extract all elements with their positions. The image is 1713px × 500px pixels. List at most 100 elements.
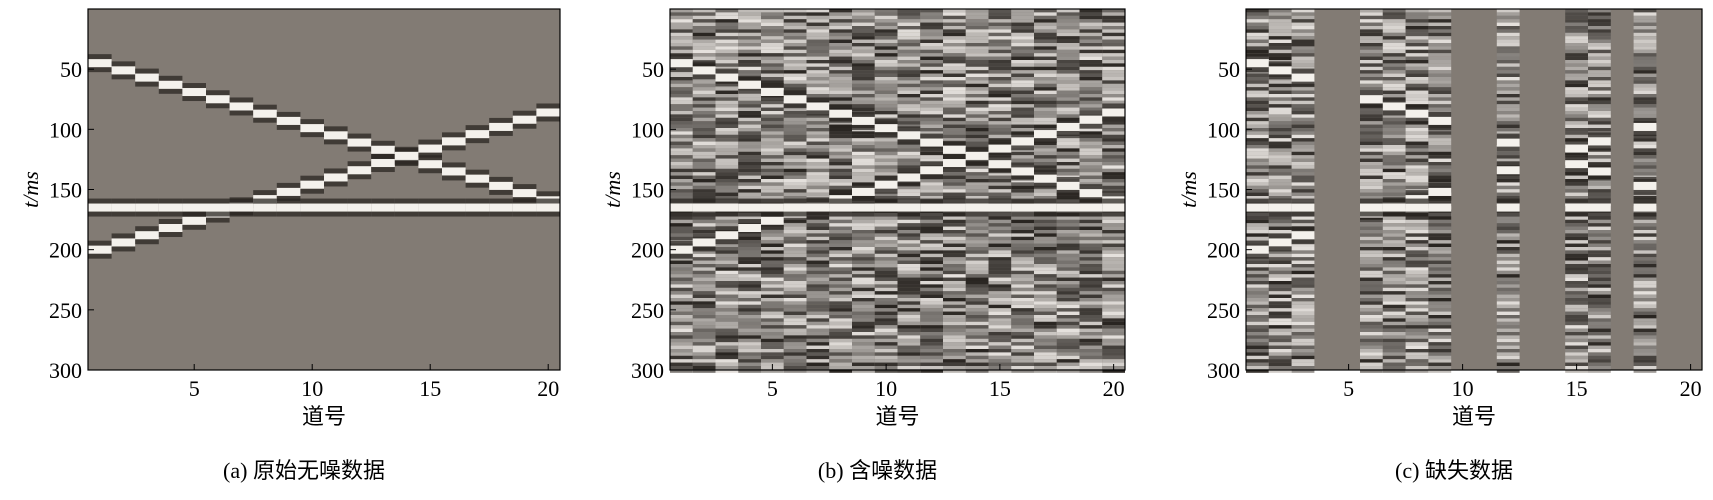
noise-sample bbox=[806, 321, 830, 326]
noise-sample bbox=[715, 294, 739, 298]
noise-sample bbox=[829, 366, 852, 370]
noise-sample bbox=[988, 63, 1012, 67]
noise-sample bbox=[965, 32, 989, 37]
noise-sample bbox=[897, 70, 921, 74]
wavelet-peak bbox=[442, 167, 466, 176]
wavelet-trough bbox=[253, 117, 277, 123]
noise-sample bbox=[1633, 352, 1657, 356]
noise-sample bbox=[1011, 267, 1034, 271]
noise-sample bbox=[1633, 151, 1657, 156]
noise-sample bbox=[1382, 121, 1406, 125]
noise-sample bbox=[1496, 243, 1520, 247]
noise-sample bbox=[1382, 216, 1406, 220]
noise-sample bbox=[1079, 182, 1103, 186]
noise-sample bbox=[920, 345, 943, 349]
noise-sample bbox=[1360, 175, 1383, 179]
wavelet-trough bbox=[783, 103, 807, 109]
wavelet-trough bbox=[394, 198, 419, 204]
noise-sample bbox=[1382, 134, 1406, 139]
noise-sample bbox=[852, 287, 875, 292]
noise-sample bbox=[1633, 114, 1657, 118]
noise-sample bbox=[1034, 12, 1057, 16]
noise-sample bbox=[806, 87, 830, 91]
noise-sample bbox=[806, 270, 830, 275]
wavelet-peak bbox=[300, 180, 324, 189]
noise-sample bbox=[670, 352, 693, 356]
noise-sample bbox=[1291, 60, 1315, 64]
noise-sample bbox=[1496, 97, 1520, 101]
noise-sample bbox=[1034, 257, 1057, 261]
noise-sample bbox=[1382, 53, 1406, 57]
noise-sample bbox=[1079, 321, 1103, 326]
noise-sample bbox=[1360, 291, 1383, 295]
noise-sample bbox=[1246, 46, 1269, 50]
noise-sample bbox=[852, 29, 875, 33]
noise-sample bbox=[1034, 349, 1057, 353]
noise-sample bbox=[1405, 121, 1429, 125]
noise-sample bbox=[829, 172, 852, 176]
wavelet-peak bbox=[1034, 130, 1057, 139]
noise-sample bbox=[920, 97, 943, 101]
caption: (a) 原始无噪数据 bbox=[223, 458, 385, 483]
noise-sample bbox=[920, 362, 943, 366]
noise-sample bbox=[897, 264, 921, 268]
noise-sample bbox=[1496, 250, 1520, 254]
noise-sample bbox=[1428, 19, 1452, 23]
noise-sample bbox=[761, 352, 784, 356]
noise-sample bbox=[988, 117, 1012, 122]
noise-sample bbox=[1102, 12, 1125, 16]
wavelet-trough bbox=[738, 198, 761, 204]
noise-sample bbox=[1268, 366, 1292, 370]
wavelet-trough bbox=[371, 167, 395, 173]
noise-sample bbox=[670, 369, 693, 373]
noise-sample bbox=[1428, 15, 1452, 20]
noise-sample bbox=[692, 32, 716, 37]
noise-sample bbox=[1034, 369, 1057, 373]
wavelet-peak bbox=[988, 144, 1012, 153]
noise-sample bbox=[738, 131, 761, 135]
noise-sample bbox=[715, 332, 739, 336]
noise-sample bbox=[1102, 97, 1125, 101]
noise-sample bbox=[965, 124, 989, 128]
noise-sample bbox=[1428, 328, 1452, 332]
noise-sample bbox=[1268, 94, 1292, 98]
noise-sample bbox=[738, 97, 761, 101]
noise-sample bbox=[965, 66, 989, 71]
wavelet-peak bbox=[253, 109, 277, 118]
noise-sample bbox=[829, 12, 852, 16]
noise-sample bbox=[1360, 162, 1383, 166]
wavelet-trough bbox=[88, 198, 112, 204]
noise-sample bbox=[874, 107, 898, 111]
noise-sample bbox=[1588, 342, 1611, 346]
noise-sample bbox=[1588, 267, 1611, 271]
noise-sample bbox=[806, 349, 830, 353]
noise-sample bbox=[1291, 12, 1315, 16]
noise-sample bbox=[1360, 196, 1383, 200]
noise-sample bbox=[1565, 328, 1588, 332]
noise-sample bbox=[1056, 168, 1080, 173]
wavelet-trough bbox=[1079, 110, 1103, 116]
noise-sample bbox=[897, 369, 921, 373]
noise-sample bbox=[988, 80, 1012, 84]
noise-sample bbox=[829, 301, 852, 305]
noise-sample bbox=[670, 264, 693, 268]
noise-sample bbox=[692, 223, 716, 227]
noise-sample bbox=[1565, 87, 1588, 91]
noise-sample bbox=[829, 100, 852, 105]
noise-sample bbox=[761, 243, 784, 247]
noise-sample bbox=[943, 56, 966, 60]
noise-sample bbox=[670, 281, 693, 285]
noise-sample bbox=[1011, 325, 1034, 329]
noise-sample bbox=[1246, 172, 1269, 176]
noise-sample bbox=[761, 63, 784, 67]
noise-sample bbox=[1246, 179, 1269, 183]
noise-sample bbox=[806, 325, 830, 329]
noise-sample bbox=[1268, 121, 1292, 125]
noise-sample bbox=[988, 338, 1012, 343]
wavelet-peak bbox=[1405, 109, 1429, 118]
noise-sample bbox=[1405, 172, 1429, 176]
wavelet-peak bbox=[897, 131, 921, 140]
noise-sample bbox=[920, 80, 943, 84]
noise-sample bbox=[1633, 260, 1657, 264]
noise-sample bbox=[1428, 80, 1452, 84]
